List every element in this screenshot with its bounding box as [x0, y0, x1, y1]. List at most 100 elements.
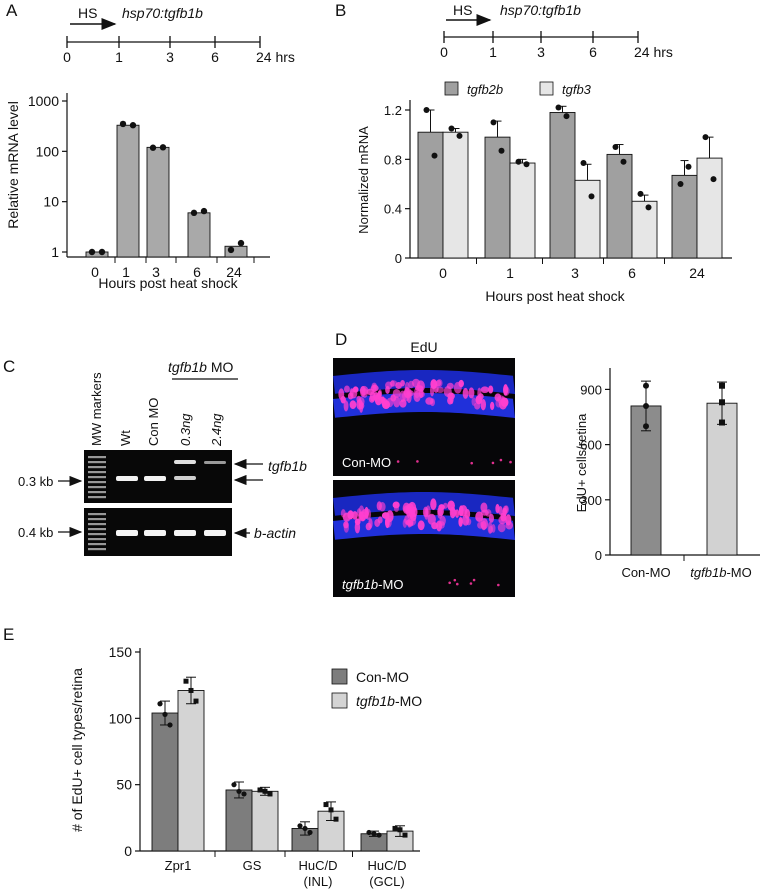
panel-a-letter: A: [6, 1, 18, 20]
panel-d: D EdU Con-MO tgfb1b-MO EdU+ cells/retina…: [333, 330, 760, 597]
a-ytick-label: 100: [36, 143, 60, 159]
timeline-a-hs-label: HS: [78, 5, 97, 21]
e-point: [392, 825, 398, 831]
panel-a-chart: 1 10 100 1000 0 1 3 6 24: [28, 93, 270, 280]
b-ytick-label: 1.2: [384, 103, 402, 118]
d-point: [643, 423, 649, 430]
timeline-b-construct: hsp70:tgfb1b: [500, 2, 581, 18]
edu-cell: [489, 401, 495, 411]
legend-swatch-tgfb1b-mo: [331, 692, 348, 709]
a-bar: [116, 124, 140, 258]
panel-b-ylabel: Normalized mRNA: [356, 126, 371, 234]
panel-d-xlabel-tgfb1b: tgfb1b-MO: [690, 565, 751, 580]
band-actin: [174, 530, 196, 536]
panel-a: A HS hsp70:tgfb1b 0 1 3 6 24 hrs Relative mR…: [5, 1, 295, 291]
b-bar: [509, 162, 536, 259]
edu-cell: [458, 509, 464, 517]
band-03ng-upper: [174, 460, 196, 464]
edu-cell: [488, 385, 494, 394]
band-actin: [144, 530, 166, 536]
edu-cell: [385, 385, 390, 394]
legend-swatch-tgfb3: [539, 81, 554, 96]
e-xtick-sublabel: (GCL): [369, 874, 404, 889]
band-label-bottom: b-actin: [254, 525, 296, 541]
b-point: [620, 158, 627, 165]
a-bar: [224, 245, 248, 258]
edu-cell: [500, 512, 507, 522]
edu-cell: [468, 387, 475, 399]
a-bar: [85, 251, 109, 258]
a-xtick-label: 1: [122, 264, 130, 280]
e-point: [366, 829, 372, 836]
edu-cell: [480, 386, 490, 394]
lane-label-24ng: 2.4ng: [209, 413, 224, 447]
d-ytick-label: 0: [595, 548, 602, 563]
ladder-band: [88, 471, 106, 474]
edu-cell: [351, 511, 358, 520]
edu-cell: [407, 509, 415, 519]
a-point: [98, 248, 106, 256]
e-xtick-label: HuC/D: [367, 858, 406, 873]
panel-a-timeline: HS hsp70:tgfb1b 0 1 3 6 24 hrs: [63, 5, 295, 65]
b-xtick-label: 1: [506, 265, 514, 281]
micrograph-bottom-label: tgfb1b-MO: [342, 577, 403, 592]
edu-cell: [495, 503, 500, 514]
ladder-band: [88, 533, 106, 536]
e-point: [323, 802, 329, 808]
a-xtick-label: 24: [226, 264, 242, 280]
b-point: [677, 181, 684, 187]
e-point: [333, 816, 339, 822]
edu-cell: [474, 402, 481, 410]
e-point: [167, 722, 173, 728]
timeline-tick-label: 3: [166, 49, 174, 65]
e-bar: [225, 789, 253, 852]
e-xtick-sublabel: (INL): [304, 874, 333, 889]
edu-cell: [477, 387, 482, 399]
lane-label-03ng: 0.3ng: [178, 413, 193, 446]
a-ytick-label: 1: [51, 244, 59, 260]
edu-cell: [385, 517, 392, 528]
panel-e: E # of EdU+ cell types/retina 0 50 100 150 Z…: [3, 625, 422, 889]
d-ytick-label: 300: [580, 493, 602, 508]
lane-label-mw-markers: MW markers: [89, 372, 104, 446]
edu-cell: [436, 386, 444, 393]
edu-cell: [505, 514, 512, 526]
d-point: [719, 399, 725, 406]
edu-cell: [491, 461, 495, 465]
timeline-tick-label: 3: [537, 44, 545, 60]
panel-b-chart: 0 0.4 0.8 1.2 0 1 3 6 24: [384, 100, 732, 281]
e-point: [257, 787, 263, 793]
micrograph-top: Con-MO: [333, 358, 515, 476]
micrograph-bottom: tgfb1b-MO: [333, 480, 515, 597]
edu-cell: [373, 392, 379, 401]
band-label-top: tgfb1b: [268, 458, 307, 474]
edu-cell: [470, 461, 474, 465]
e-point: [262, 788, 268, 794]
edu-cell: [447, 396, 453, 405]
edu-cell: [427, 513, 436, 525]
band-24ng-upper: [204, 461, 226, 464]
edu-cell: [356, 508, 362, 517]
e-point: [402, 832, 408, 838]
b-bar: [417, 131, 444, 259]
a-point: [237, 239, 245, 247]
edu-cell: [400, 379, 405, 387]
ladder-band: [88, 476, 106, 479]
ladder-band: [88, 491, 106, 494]
timeline-b-ticks: 0 1 3 6 24 hrs: [440, 31, 673, 60]
b-xtick-label: 24: [689, 265, 705, 281]
panel-e-letter: E: [3, 625, 14, 644]
edu-cell: [416, 460, 419, 463]
a-point: [119, 120, 127, 128]
edu-cell: [438, 504, 445, 511]
ladder-band: [88, 543, 106, 546]
e-point: [397, 827, 403, 833]
legend-label-tgfb3: tgfb3: [562, 82, 592, 97]
edu-cell: [343, 400, 349, 412]
b-point: [498, 147, 505, 154]
e-ytick-label: 50: [116, 777, 132, 793]
lane-label-wt: Wt: [118, 430, 133, 446]
edu-cell: [509, 460, 512, 464]
panel-d-ylabel: EdU+ cells/retina: [574, 413, 589, 512]
b-bar: [631, 200, 658, 259]
